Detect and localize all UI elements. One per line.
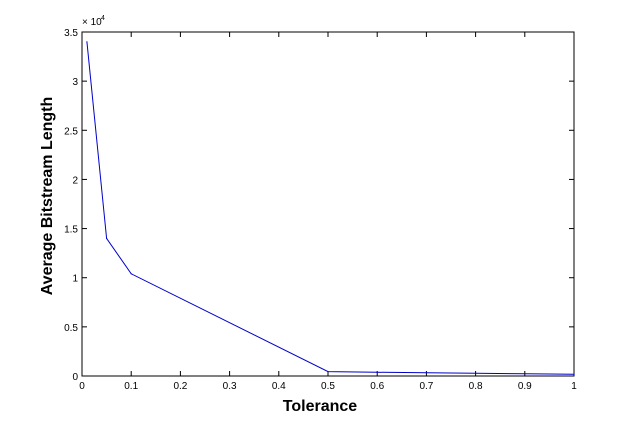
x-tick-label: 0.7 (419, 381, 433, 392)
data-point (573, 373, 575, 375)
series-lines (86, 41, 575, 375)
data-point (327, 370, 329, 373)
x-tick-label: 0.3 (223, 381, 237, 392)
y-axis-title: Average Bitstream Length (39, 97, 56, 296)
x-tick-label: 0 (79, 381, 85, 392)
x-tick-label: 0.1 (124, 381, 138, 392)
x-tick-label: 0.5 (321, 381, 335, 392)
y-tick-label: 0 (72, 372, 78, 383)
x-tick-label: 0.9 (518, 381, 532, 392)
data-point (475, 372, 477, 374)
y-tick-label: 3 (72, 77, 78, 88)
y-multiplier-exponent: 4 (101, 15, 105, 22)
y-tick-label: 1 (72, 274, 78, 285)
data-point (86, 41, 88, 43)
x-tick-label: 0.2 (173, 381, 187, 392)
y-tick-label: 2.5 (64, 126, 78, 137)
y-tick-label: 3.5 (64, 28, 78, 39)
data-point (130, 273, 132, 275)
x-tick-label: 0.6 (370, 381, 384, 392)
x-tick-label: 1 (571, 381, 577, 392)
x-axis-title: Tolerance (283, 398, 358, 415)
x-tick-labels: 0 0.1 0.2 0.3 0.4 0.5 0.6 0.7 0.8 0.9 1 (79, 381, 577, 392)
data-point (106, 237, 108, 239)
x-tick-label: 0.8 (469, 381, 483, 392)
y-multiplier-label: × 10 (82, 17, 102, 28)
y-tick-label: 2 (72, 175, 78, 186)
y-tick-label: 0.5 (64, 323, 78, 334)
x-tick-label: 0.4 (272, 381, 286, 392)
y-tick-labels: 0 0.5 1 1.5 2 2.5 3 3.5 (64, 28, 78, 383)
data-point (376, 371, 378, 373)
axis-ticks (81, 31, 575, 377)
y-tick-label: 1.5 (64, 225, 78, 236)
data-point (425, 372, 427, 374)
data-point (524, 373, 526, 375)
plot-area (81, 31, 575, 377)
